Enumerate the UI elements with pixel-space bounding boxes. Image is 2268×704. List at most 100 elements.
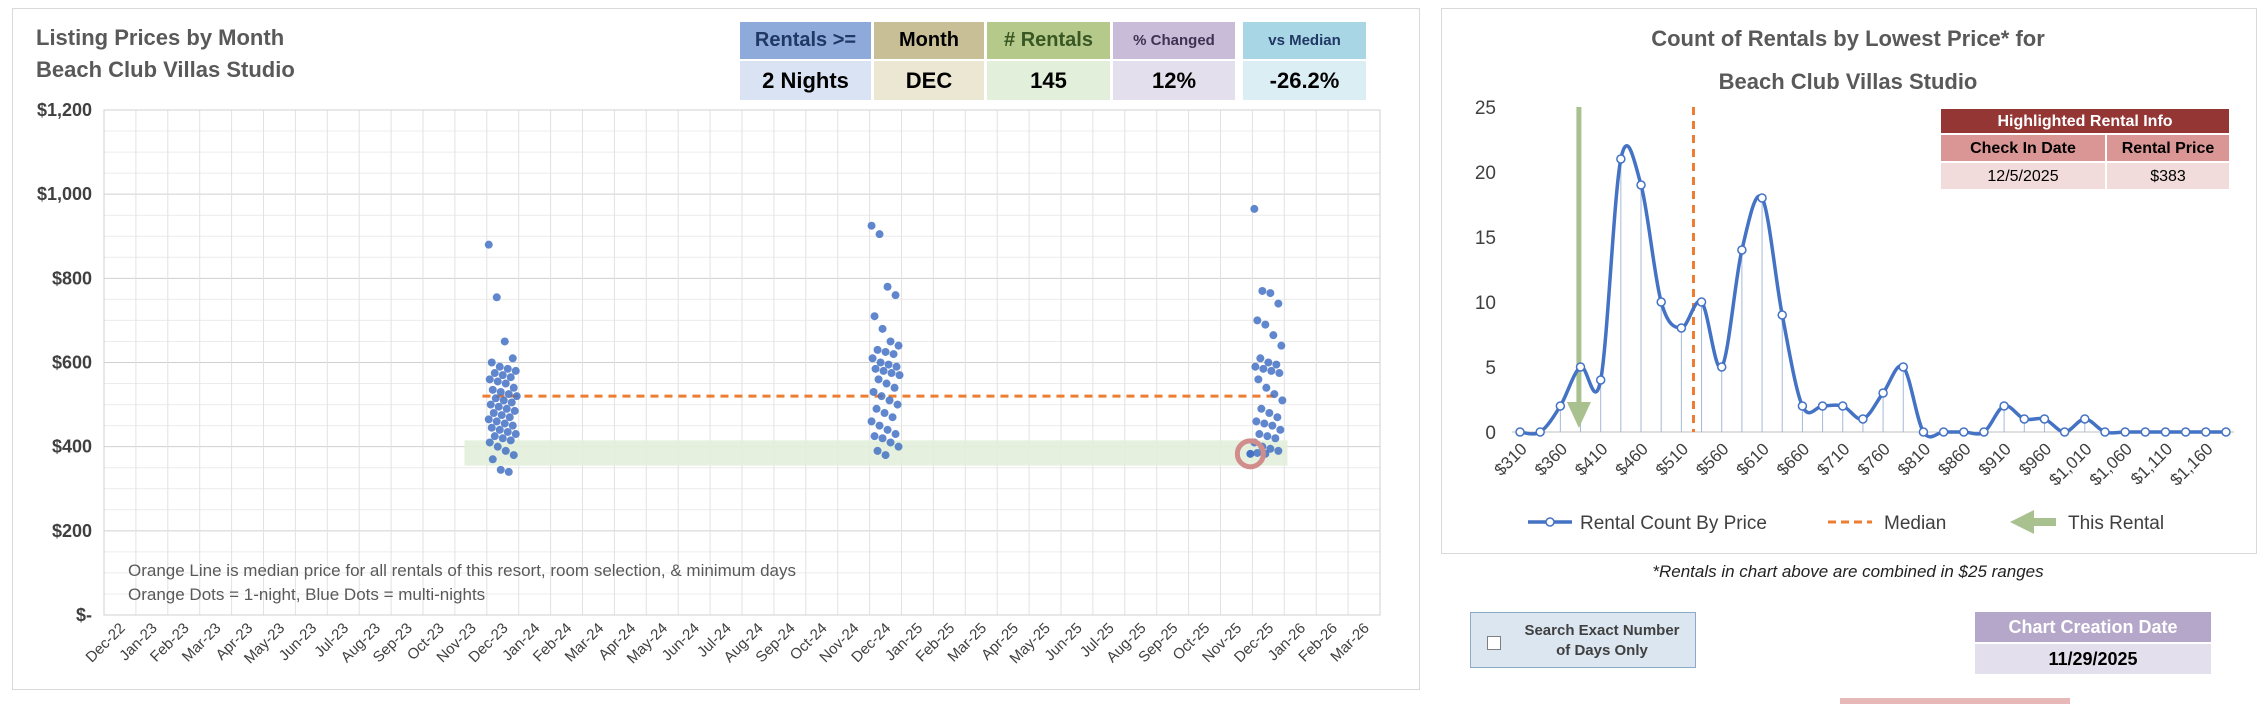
price-point bbox=[491, 394, 500, 403]
price-point bbox=[488, 455, 497, 464]
price-point bbox=[499, 396, 508, 405]
price-point bbox=[1270, 390, 1279, 399]
month-value: DEC bbox=[874, 61, 984, 100]
price-point bbox=[500, 419, 509, 428]
price-point bbox=[880, 409, 889, 417]
price-point bbox=[509, 451, 518, 460]
price-point bbox=[878, 434, 887, 443]
price-point bbox=[878, 324, 887, 333]
price-point bbox=[487, 358, 496, 367]
price-point bbox=[881, 347, 890, 356]
rentals-min-value: 2 Nights bbox=[740, 61, 871, 100]
pct-changed-value: 12% bbox=[1113, 61, 1235, 100]
price-point bbox=[504, 467, 513, 476]
price-point bbox=[497, 411, 506, 420]
price-point bbox=[1258, 286, 1267, 295]
price-point bbox=[873, 446, 882, 455]
price-point bbox=[871, 364, 880, 373]
price-point bbox=[495, 425, 504, 434]
price-point bbox=[891, 430, 900, 439]
price-point bbox=[1277, 341, 1286, 350]
price-point bbox=[503, 427, 512, 436]
search-exact-days-checkbox[interactable] bbox=[1487, 636, 1501, 650]
right-chart-subtitle: Beach Club Villas Studio bbox=[1718, 69, 1978, 94]
rental-count-box: # Rentals 145 bbox=[987, 22, 1110, 100]
price-point bbox=[1250, 204, 1259, 213]
price-point bbox=[1276, 425, 1285, 434]
vs-median-box: vs Median -26.2% bbox=[1243, 22, 1366, 100]
price-point bbox=[894, 341, 903, 350]
price-point bbox=[494, 402, 503, 411]
price-point bbox=[876, 358, 885, 367]
price-point bbox=[884, 360, 893, 369]
price-point bbox=[490, 432, 499, 441]
price-point bbox=[1260, 419, 1269, 428]
check-in-header: Check In Date bbox=[1940, 134, 2106, 162]
price-point bbox=[495, 362, 504, 371]
price-point bbox=[1272, 360, 1281, 369]
price-point bbox=[1251, 362, 1260, 371]
price-point bbox=[891, 291, 900, 300]
price-point bbox=[498, 434, 507, 443]
price-point bbox=[886, 438, 895, 447]
price-point bbox=[890, 383, 899, 392]
price-point bbox=[1253, 448, 1262, 457]
price-point bbox=[869, 387, 878, 396]
price-point bbox=[879, 366, 888, 375]
price-point bbox=[503, 364, 512, 373]
price-point bbox=[512, 392, 521, 401]
price-point bbox=[502, 404, 511, 413]
price-point bbox=[500, 337, 509, 346]
listing-prices-panel bbox=[12, 8, 1420, 690]
price-point bbox=[485, 375, 494, 384]
price-point bbox=[867, 221, 876, 230]
rental-price-value: $383 bbox=[2106, 162, 2230, 190]
y-tick-label: $1,200 bbox=[37, 100, 92, 120]
y-tick-label: $400 bbox=[52, 437, 92, 457]
price-point bbox=[492, 293, 501, 302]
price-point bbox=[1273, 413, 1282, 422]
price-point bbox=[1266, 289, 1275, 298]
chart-note-median: Orange Line is median price for all rent… bbox=[128, 561, 796, 580]
price-point bbox=[889, 350, 898, 359]
rentals-min-box: Rentals >= 2 Nights bbox=[740, 22, 871, 100]
month-label: Month bbox=[874, 22, 984, 61]
price-point bbox=[1275, 369, 1284, 378]
price-point bbox=[1263, 432, 1272, 441]
price-point bbox=[508, 421, 517, 430]
search-exact-days-control[interactable]: Search Exact Number of Days Only bbox=[1470, 612, 1696, 668]
price-point bbox=[493, 442, 502, 451]
price-point bbox=[883, 282, 892, 291]
price-point bbox=[490, 369, 499, 378]
price-point bbox=[875, 230, 884, 239]
rental-price-header: Rental Price bbox=[2106, 134, 2230, 162]
price-point bbox=[895, 371, 904, 380]
price-point bbox=[1261, 320, 1270, 329]
price-point bbox=[511, 366, 520, 375]
right-chart-title: Count of Rentals by Lowest Price* for bbox=[1651, 26, 2045, 51]
price-point bbox=[493, 377, 502, 386]
price-point bbox=[881, 451, 890, 460]
price-point bbox=[492, 417, 501, 426]
y-tick-label: $1,000 bbox=[37, 184, 92, 204]
price-point bbox=[486, 400, 495, 409]
price-point bbox=[892, 362, 901, 371]
price-point bbox=[504, 390, 513, 399]
price-point bbox=[484, 240, 493, 249]
price-point bbox=[873, 345, 882, 354]
price-point bbox=[496, 465, 505, 474]
price-point bbox=[1262, 383, 1271, 392]
price-point bbox=[1256, 354, 1265, 363]
price-point bbox=[1278, 396, 1287, 405]
price-point bbox=[1274, 446, 1283, 455]
plot-area-border bbox=[103, 109, 1381, 616]
y-tick-label: $- bbox=[76, 605, 92, 625]
price-point bbox=[1268, 421, 1277, 430]
price-point bbox=[1253, 316, 1262, 325]
price-point bbox=[506, 436, 515, 445]
price-point bbox=[1264, 358, 1273, 367]
price-point bbox=[1259, 364, 1268, 373]
price-point bbox=[484, 415, 493, 424]
price-point bbox=[870, 432, 879, 441]
chart-creation-date: 11/29/2025 bbox=[1975, 642, 2211, 674]
